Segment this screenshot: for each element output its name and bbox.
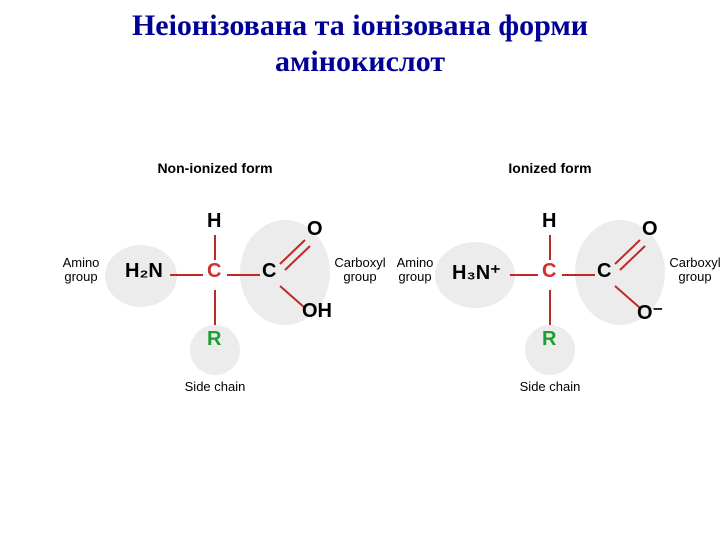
atom-C-center-r: C	[542, 260, 556, 283]
atom-R: R	[207, 328, 221, 351]
nonionized-molecule: Non-ionized form H C H₂N C O OH R Amino …	[55, 160, 375, 420]
carboxyl-label: Carboxyl group	[330, 256, 390, 285]
atom-O-double: O	[307, 218, 323, 241]
atom-OH: OH	[302, 300, 332, 323]
ionized-molecule: Ionized form H C H₃N⁺ C O O⁻ R Amino gro…	[390, 160, 710, 420]
atom-C-carboxyl: C	[262, 260, 276, 283]
atom-O-double-r: O	[642, 218, 658, 241]
atom-C-center: C	[207, 260, 221, 283]
title-line2: амінокислот	[0, 44, 720, 80]
atom-H-top-r: H	[542, 210, 556, 233]
sidechain-label: Side chain	[175, 380, 255, 394]
amino-label: Amino group	[55, 256, 107, 285]
atom-R-r: R	[542, 328, 556, 351]
title-line1: Неіонізована та іонізована форми	[0, 8, 720, 44]
diagram-area: Non-ionized form H C H₂N C O OH R Amino …	[0, 100, 720, 540]
slide-title: Неіонізована та іонізована форми аміноки…	[0, 0, 720, 80]
atom-H3N: H₃N⁺	[452, 260, 501, 285]
carboxyl-label-r: Carboxyl group	[665, 256, 720, 285]
atom-H-top: H	[207, 210, 221, 233]
atom-H2N: H₂N	[125, 260, 163, 283]
sidechain-label-r: Side chain	[510, 380, 590, 394]
atom-C-carboxyl-r: C	[597, 260, 611, 283]
amino-label-r: Amino group	[390, 256, 440, 285]
atom-O-minus: O⁻	[637, 300, 663, 325]
